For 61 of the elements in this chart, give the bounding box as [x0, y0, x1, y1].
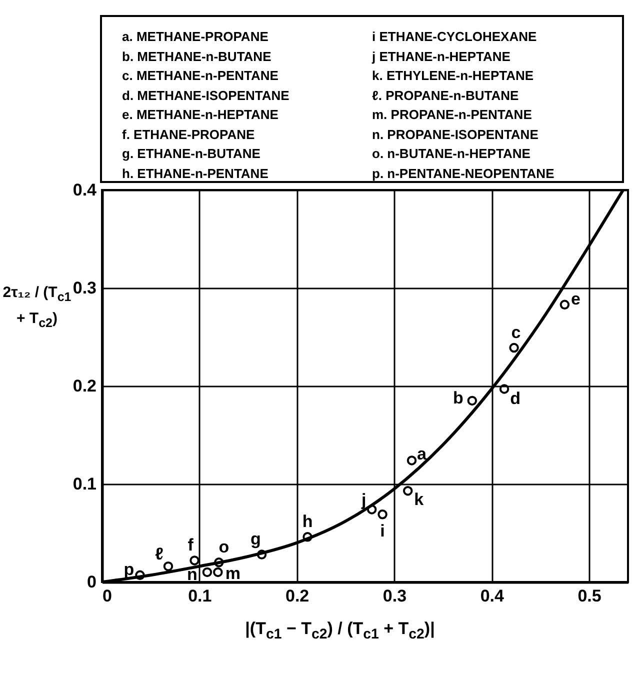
text: g. ETHANE-n-BUTANE	[122, 145, 262, 163]
text: i ETHANE-CYCLOHEXANE	[372, 28, 538, 46]
annotation: k	[414, 490, 424, 509]
text: 2τ₁₂ / (T$_{c1}$ + T$_{c2}$)	[2, 284, 72, 330]
y-tick-label: 0.4	[72, 180, 98, 200]
point	[509, 342, 519, 353]
point	[135, 570, 145, 580]
y-tick-label: 0.3	[72, 278, 96, 298]
text: n. PROPANE-ISOPENTANE	[372, 126, 540, 144]
point	[467, 396, 478, 406]
text: k. ETHYLENE-n-HEPTANE	[372, 67, 535, 85]
x-tick-label: 0.1	[188, 586, 212, 606]
point	[406, 456, 417, 466]
text: d. METHANE-ISOPENTANE	[122, 86, 290, 104]
point	[163, 561, 174, 572]
annotation: g	[250, 530, 261, 549]
point	[202, 567, 212, 578]
annotation: a	[417, 444, 428, 464]
annotation: e	[570, 290, 580, 309]
annotation: d	[510, 388, 520, 408]
point	[378, 510, 388, 520]
annotation: b	[452, 388, 464, 408]
text: a. METHANE-PROPANE	[122, 28, 270, 46]
text: f. ETHANE-PROPANE	[122, 126, 256, 144]
x-tick-label: 0.4	[480, 586, 504, 606]
x-tick-label: 0.5	[578, 586, 602, 606]
text: p. n-PENTANE-NEOPENTANE	[372, 164, 556, 183]
annotation: j	[360, 490, 366, 510]
annotation: h	[302, 512, 313, 531]
x-tick-label: 0.2	[285, 586, 310, 606]
point	[402, 486, 413, 496]
text: ℓ. PROPANE-n-BUTANE	[372, 86, 520, 104]
y-tick-label: 0.1	[72, 474, 96, 494]
text: m. PROPANE-n-PENTANE	[372, 106, 533, 124]
text: b. METHANE-n-BUTANE	[122, 48, 272, 66]
x-tick-label: 0	[102, 586, 112, 606]
text: o. n-BUTANE-n-HEPTANE	[372, 145, 532, 163]
annotation: f	[188, 535, 194, 554]
y-tick-label: 0	[87, 572, 96, 592]
annotation: m	[225, 564, 240, 584]
point	[213, 567, 223, 578]
point	[499, 384, 510, 394]
annotation: c	[511, 322, 521, 342]
point	[302, 532, 312, 542]
text: c. METHANE-n-PENTANE	[122, 67, 280, 85]
x-tick-label: 0.3	[382, 586, 407, 606]
point	[214, 558, 224, 568]
annotation: n	[187, 565, 198, 584]
annotation: o	[218, 537, 230, 556]
y-tick-label: 0.2	[72, 376, 96, 396]
annotation: ℓ	[155, 544, 164, 564]
text: h. ETHANE-n-PENTANE	[122, 164, 270, 182]
point	[190, 556, 200, 566]
text: j ETHANE-n-HEPTANE	[372, 48, 512, 66]
point	[560, 300, 570, 310]
annotation: i	[380, 521, 385, 540]
annotation: p	[124, 560, 134, 580]
text: e. METHANE-n-HEPTANE	[122, 106, 280, 124]
point	[366, 504, 377, 514]
text: |(T$_{c1}$ − T$_{c2}$) / (T$_{c1}$ + T$_{c2}$)|	[245, 619, 435, 642]
point	[256, 550, 267, 560]
